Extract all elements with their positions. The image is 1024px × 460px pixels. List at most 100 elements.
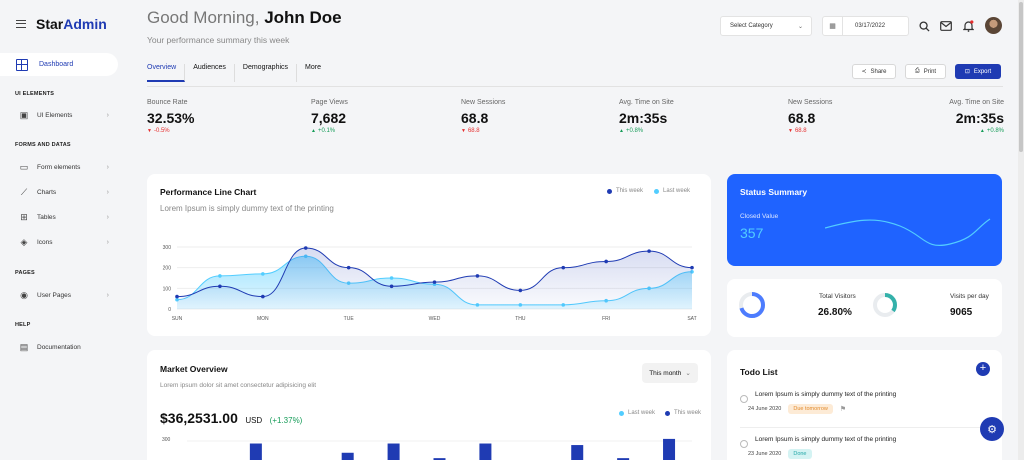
scrollbar[interactable] [1018, 0, 1024, 460]
sidebar-item-documentation[interactable]: ▤ Documentation [19, 341, 81, 352]
date-picker[interactable]: ▦ 03/17/2022 [822, 16, 909, 36]
todo-card: Todo List + Lorem Ipsum is simply dummy … [727, 350, 1002, 460]
form-icon: ▭ [19, 161, 29, 172]
arrow-up-icon: ▲ [311, 128, 316, 134]
data-point [518, 288, 523, 293]
total-visitors-ring [739, 292, 765, 318]
legend-dot-last-week [619, 410, 624, 416]
card-title: Performance Line Chart [160, 187, 257, 197]
data-point [261, 272, 265, 276]
sidebar-item-ui-elements[interactable]: ▣ UI Elements › [19, 109, 109, 120]
todo-checkbox[interactable] [740, 395, 748, 403]
market-bar-chart [187, 438, 692, 460]
export-button[interactable]: ⊡ Export [955, 64, 1001, 79]
card-subtitle: Lorem Ipsum is simply dummy text of the … [160, 204, 334, 213]
mail-icon[interactable] [939, 19, 953, 33]
x-tick-label: SUN [172, 316, 183, 322]
performance-card: Performance Line Chart Lorem Ipsum is si… [147, 174, 711, 336]
closed-value-label: Closed Value [740, 213, 779, 220]
layers-icon: ◈ [20, 236, 28, 247]
flag-icon: ⚑ [839, 406, 847, 413]
arrow-down-icon: ▼ [147, 128, 152, 134]
stat-new-sessions-2: New Sessions 68.8 ▼ 68.8 [788, 99, 833, 134]
data-point [432, 280, 437, 284]
brand-logo[interactable]: StarAdmin [36, 16, 107, 32]
sidebar-item-icons[interactable]: ◈ Icons › [20, 236, 109, 247]
arrow-up-icon: ▲ [979, 128, 985, 134]
market-legend: Last week This week [619, 410, 701, 416]
stat-bounce-rate: Bounce Rate 32.53% ▼ -0.5% [147, 99, 195, 134]
data-point [218, 274, 222, 278]
visitors-card: Total Visitors 26.80% Visits per day 906… [727, 279, 1002, 337]
card-title: Status Summary [740, 187, 808, 197]
tabs-divider [147, 86, 1003, 87]
chevron-right-icon: › [106, 213, 109, 221]
ring-fill [873, 293, 897, 317]
grid-icon [16, 58, 28, 71]
data-point [218, 284, 222, 289]
share-icon: ≺ [861, 69, 867, 75]
sidebar-item-dashboard[interactable]: Dashboard [0, 53, 118, 76]
bell-icon[interactable] [961, 19, 975, 33]
page-subtitle: Your performance summary this week [147, 35, 290, 45]
settings-gear-icon[interactable]: ⚙ [980, 417, 1004, 441]
y-tick-label: 300 [162, 437, 171, 443]
brand: StarAdmin [16, 16, 107, 32]
card-title: Todo List [740, 367, 778, 377]
sidebar-item-tables[interactable]: ⊞ Tables › [20, 211, 109, 222]
data-point [604, 259, 608, 264]
performance-line-chart: 0 100 200 300 SUN MON TUE WED THU FRI SAT [163, 245, 697, 322]
ring-fill [739, 292, 765, 318]
chevron-down-icon: ⌄ [797, 23, 803, 30]
print-button[interactable]: ⎙ Print [905, 64, 946, 79]
y-tick-label: 0 [168, 307, 171, 313]
section-ui-elements: UI ELEMENTS [15, 91, 55, 97]
bar [249, 443, 262, 460]
table-icon: ⊞ [20, 211, 28, 222]
sidebar-item-label: Dashboard [39, 61, 74, 68]
bar [341, 452, 354, 460]
tab-more[interactable]: More [305, 64, 321, 71]
layout-icon: ▣ [19, 109, 29, 120]
market-amount: $36,2531.00 USD (+1.37%) [160, 410, 303, 426]
status-sparkline [825, 218, 991, 246]
export-icon: ⊡ [964, 69, 970, 75]
tab-overview[interactable]: Overview [147, 64, 186, 82]
sidebar-item-form-elements[interactable]: ▭ Form elements › [19, 161, 109, 172]
legend-dot-this-week [607, 188, 612, 194]
sidebar-item-charts[interactable]: ⟋ Charts › [20, 186, 109, 197]
y-tick-label: 300 [163, 245, 172, 251]
search-icon[interactable] [917, 19, 931, 33]
total-visitors-label: Total Visitors [819, 293, 856, 300]
add-todo-button[interactable]: + [976, 362, 990, 376]
x-tick-label: TUE [344, 316, 355, 322]
total-visitors-value: 26.80% [818, 307, 852, 318]
bar [571, 445, 584, 460]
visits-per-day-value: 9065 [950, 307, 973, 318]
tab-demographics[interactable]: Demographics [235, 64, 298, 82]
chevron-right-icon: › [106, 163, 109, 171]
avatar[interactable] [985, 17, 1002, 34]
page-title: Good Morning, John Doe [147, 8, 342, 27]
section-help: HELP [15, 322, 31, 328]
data-point [261, 294, 265, 299]
period-select[interactable]: This month ⌄ [642, 363, 698, 383]
calendar-icon: ▦ [823, 17, 843, 35]
chevron-right-icon: › [106, 238, 109, 246]
section-pages: PAGES [15, 270, 35, 276]
share-button[interactable]: ≺ Share [852, 64, 896, 79]
data-point [475, 274, 480, 278]
bar [663, 438, 676, 460]
x-tick-label: THU [515, 316, 526, 322]
tab-audiences[interactable]: Audiences [185, 64, 235, 82]
chevron-right-icon: › [106, 291, 109, 299]
stat-new-sessions: New Sessions 68.8 ▼ 68.8 [461, 99, 506, 134]
sidebar-item-user-pages[interactable]: ◉ User Pages › [20, 289, 109, 300]
category-select[interactable]: Select Category ⌄ [720, 16, 812, 36]
menu-icon[interactable] [16, 20, 26, 28]
section-forms: FORMS AND DATAS [15, 142, 71, 148]
tab-bar: Overview Audiences Demographics More [147, 64, 329, 82]
legend-dot-this-week [665, 410, 671, 416]
card-subtitle: Lorem ipsum dolor sit amet consectetur a… [160, 382, 317, 389]
todo-checkbox[interactable] [740, 440, 748, 448]
